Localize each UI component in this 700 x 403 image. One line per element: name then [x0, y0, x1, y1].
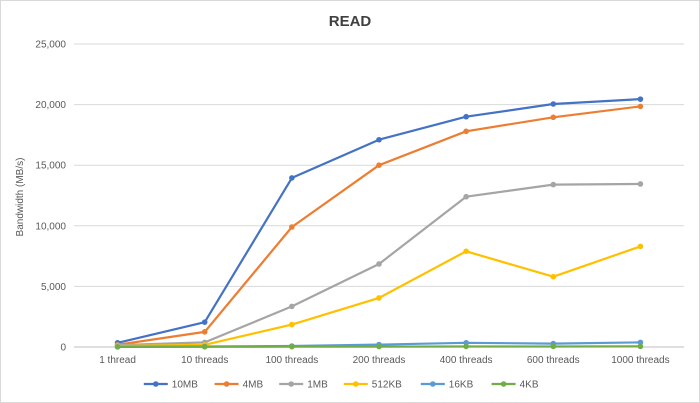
legend-marker [223, 381, 230, 387]
data-point [289, 321, 295, 328]
data-point [289, 224, 295, 230]
legend-label: 10MB [172, 380, 198, 391]
data-point [637, 343, 644, 350]
legend-label: 512KB [372, 380, 402, 391]
data-point [376, 343, 382, 350]
data-point [463, 193, 469, 200]
x-tick-label: 1 thread [99, 355, 136, 366]
x-tick-label: 400 threads [440, 355, 493, 366]
data-point [550, 101, 557, 107]
gridlines [74, 43, 684, 348]
legend-label: 4MB [243, 380, 264, 391]
series-line [117, 98, 641, 344]
x-tick-label: 1000 threads [611, 355, 669, 366]
x-axis-ticks: 1 thread 10 threads 100 threads 200 threads… [99, 355, 669, 366]
data-point [550, 343, 557, 350]
data-point [201, 329, 208, 335]
legend-item: 16KB [420, 380, 474, 391]
legend-marker [430, 381, 436, 387]
data-point [463, 248, 469, 255]
data-point [463, 113, 469, 120]
legend-item: 4KB [491, 380, 539, 391]
y-axis-title: Bandwidth (MB/s) [15, 158, 26, 237]
chart-title: READ [329, 13, 372, 30]
y-tick-label: 0 [60, 343, 66, 354]
legend-marker [500, 381, 507, 387]
y-tick-label: 20,000 [35, 100, 66, 111]
legend-item: 4MB [214, 380, 264, 391]
x-tick-label: 600 threads [527, 355, 580, 366]
legend-item: 10MB [143, 380, 198, 391]
series-4KB [114, 343, 644, 350]
data-point [376, 162, 382, 168]
data-point [289, 175, 295, 181]
legend-label: 16KB [449, 380, 474, 391]
data-point [289, 303, 295, 310]
data-point [289, 343, 295, 350]
data-point [637, 243, 644, 250]
data-point [376, 136, 382, 143]
legend-label: 4KB [520, 380, 539, 391]
data-point [201, 319, 208, 325]
data-point [550, 181, 557, 188]
y-axis-ticks: 0 5,000 10,000 15,000 20,000 25,000 [35, 40, 66, 354]
data-point [550, 273, 557, 280]
series-group [114, 96, 644, 350]
series-1MB [114, 181, 644, 348]
y-tick-label: 5,000 [41, 282, 66, 293]
data-point [114, 344, 121, 350]
data-point [637, 181, 644, 187]
legend-marker [353, 381, 359, 387]
x-tick-label: 10 threads [181, 355, 228, 366]
data-point [376, 261, 382, 267]
data-point [637, 103, 644, 110]
x-tick-label: 100 threads [265, 355, 318, 366]
data-point [463, 343, 469, 350]
data-point [637, 96, 644, 102]
x-tick-label: 200 threads [353, 355, 406, 366]
legend: 10MB 4MB 1MB 512KB 16KB 4KB [143, 380, 539, 391]
series-10MB [114, 96, 644, 346]
legend-item: 1MB [279, 380, 328, 391]
y-tick-label: 15,000 [35, 161, 66, 172]
legend-item: 512KB [343, 380, 402, 391]
data-point [201, 344, 208, 350]
data-point [463, 128, 469, 135]
y-tick-label: 10,000 [35, 221, 66, 232]
legend-marker [153, 381, 159, 387]
data-point [550, 114, 557, 121]
y-tick-label: 25,000 [35, 40, 66, 51]
legend-marker [288, 381, 295, 387]
data-point [376, 295, 382, 301]
data-point [637, 339, 644, 346]
legend-label: 1MB [307, 380, 328, 391]
